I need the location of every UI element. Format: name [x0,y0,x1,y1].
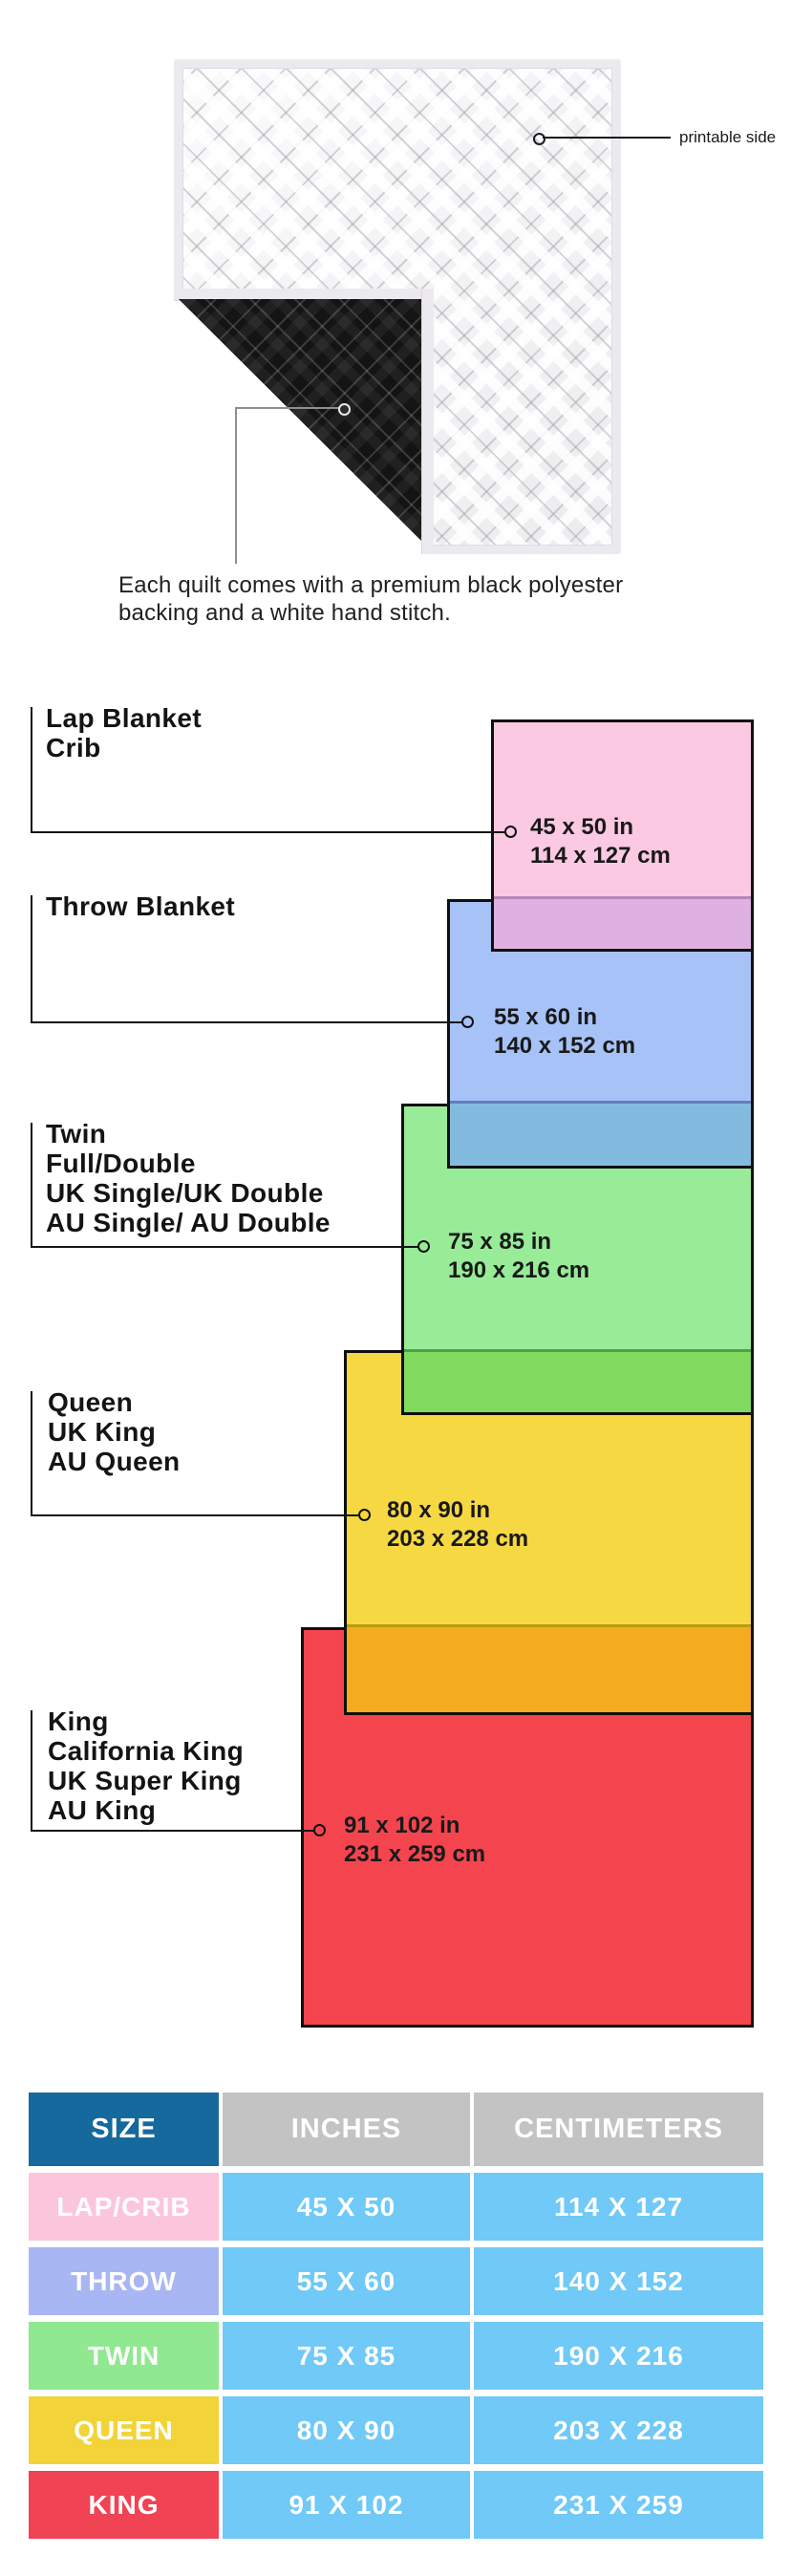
printable-side-label: printable side [679,125,786,149]
marker-king-icon [313,1824,326,1836]
callout-line-king-h [31,1830,313,1832]
table-row-lap-label: LAP/CRIB [29,2173,219,2241]
printable-side-text: printable side [679,128,777,146]
table-row-twin-inches: 75 X 85 [223,2322,470,2390]
quilt-caption-line1: Each quilt comes with a premium black po… [118,572,624,598]
overlap-twin-queen [404,1349,751,1412]
backing-marker-icon [338,403,351,416]
printable-side-callout-line [543,137,671,139]
table-row-twin-label: TWIN [29,2322,219,2390]
size-twin: 75 x 85 in 190 x 216 cm [448,1229,590,1283]
table-row-king-cm: 231 X 259 [474,2471,763,2539]
callout-line-throw-h [31,1021,461,1023]
table-header-size: SIZE [29,2093,219,2166]
quilt-caption: Each quilt comes with a premium black po… [118,571,711,627]
table-row-king-label: KING [29,2471,219,2539]
size-table: SIZE INCHES CENTIMETERS LAP/CRIB 45 X 50… [29,2093,763,2539]
callout-line-queen-h [31,1514,358,1516]
callout-line-twin-v [31,1123,32,1248]
table-row-throw-inches: 55 X 60 [223,2247,470,2315]
table-row-twin-cm: 190 X 216 [474,2322,763,2390]
label-lap: Lap Blanket Crib [46,703,203,762]
quilt-binding-vertical [421,289,434,554]
table-row-throw-cm: 140 X 152 [474,2247,763,2315]
table-row-queen-inches: 80 X 90 [223,2396,470,2464]
marker-lap-icon [504,826,517,838]
label-twin: Twin Full/Double UK Single/UK Double AU … [46,1119,331,1237]
printable-side-marker-icon [533,133,545,145]
size-throw: 55 x 60 in 140 x 152 cm [494,1004,636,1059]
table-row-lap-cm: 114 X 127 [474,2173,763,2241]
overlap-throw-twin [450,1101,751,1166]
callout-line-lap-h [31,831,504,833]
table-row-queen-label: QUEEN [29,2396,219,2464]
size-queen: 80 x 90 in 203 x 228 cm [387,1497,529,1552]
table-header-centimeters: CENTIMETERS [474,2093,763,2166]
marker-throw-icon [461,1016,474,1028]
table-row-throw-label: THROW [29,2247,219,2315]
callout-line-queen-v [31,1391,32,1516]
backing-callout-line-h [236,407,340,409]
table-row-king-inches: 91 X 102 [223,2471,470,2539]
label-king: King California King UK Super King AU Ki… [48,1707,245,1825]
callout-line-lap-v [31,707,32,833]
table-row-lap-inches: 45 X 50 [223,2173,470,2241]
table-header-inches: INCHES [223,2093,470,2166]
backing-callout-line-v [235,407,237,564]
callout-line-king-v [31,1710,32,1832]
overlap-queen-king [347,1624,751,1712]
marker-queen-icon [358,1509,371,1521]
label-queen: Queen UK King AU Queen [48,1387,181,1476]
callout-line-twin-h [31,1246,417,1248]
callout-line-throw-v [31,895,32,1023]
size-lap: 45 x 50 in 114 x 127 cm [530,814,671,869]
table-row-queen-cm: 203 X 228 [474,2396,763,2464]
size-king: 91 x 102 in 231 x 259 cm [344,1813,486,1867]
label-throw: Throw Blanket [46,891,236,921]
rect-lap [491,719,754,952]
overlap-lap-throw [494,896,751,949]
marker-twin-icon [417,1240,430,1253]
quilt-caption-line2: backing and a white hand stitch. [118,600,451,626]
